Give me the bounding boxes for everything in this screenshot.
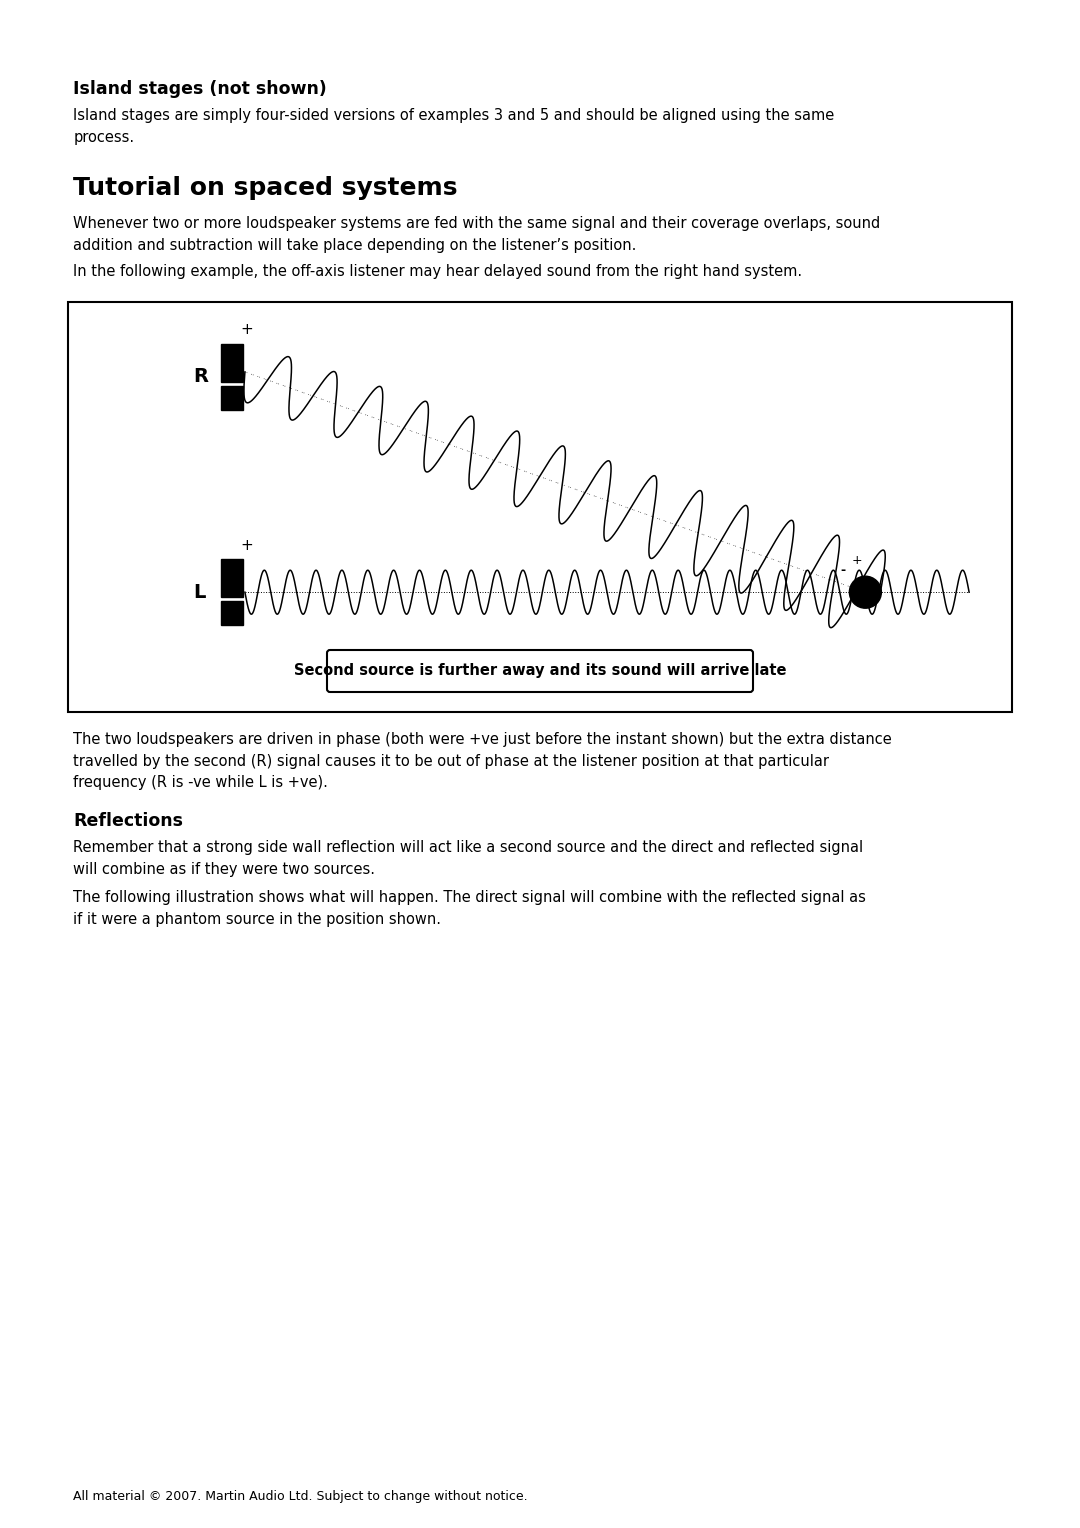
Text: +: +: [852, 553, 863, 567]
Text: In the following example, the off-axis listener may hear delayed sound from the : In the following example, the off-axis l…: [73, 264, 802, 280]
Text: Island stages (not shown): Island stages (not shown): [73, 79, 327, 98]
Bar: [68, 303, 1012, 712]
Text: +: +: [241, 538, 254, 553]
Text: All material © 2007. Martin Audio Ltd. Subject to change without notice.: All material © 2007. Martin Audio Ltd. S…: [73, 1490, 528, 1504]
FancyBboxPatch shape: [327, 649, 753, 692]
Bar: [221, 387, 243, 410]
Text: The following illustration shows what will happen. The direct signal will combin: The following illustration shows what wi…: [73, 889, 866, 926]
Text: The two loudspeakers are driven in phase (both were +ve just before the instant : The two loudspeakers are driven in phase…: [73, 732, 892, 790]
Text: +: +: [241, 322, 254, 338]
Text: Whenever two or more loudspeaker systems are fed with the same signal and their : Whenever two or more loudspeaker systems…: [73, 215, 880, 252]
Text: L: L: [193, 582, 205, 602]
Circle shape: [849, 576, 881, 608]
Text: Second source is further away and its sound will arrive late: Second source is further away and its so…: [294, 663, 786, 678]
Bar: [221, 559, 243, 597]
Bar: [221, 601, 243, 625]
Text: -: -: [841, 564, 846, 576]
Text: R: R: [193, 367, 208, 387]
Bar: [221, 344, 243, 382]
Text: Island stages are simply four-sided versions of examples 3 and 5 and should be a: Island stages are simply four-sided vers…: [73, 108, 835, 145]
Text: Reflections: Reflections: [73, 811, 184, 830]
Text: Remember that a strong side wall reflection will act like a second source and th: Remember that a strong side wall reflect…: [73, 840, 864, 877]
Text: Tutorial on spaced systems: Tutorial on spaced systems: [73, 176, 458, 200]
